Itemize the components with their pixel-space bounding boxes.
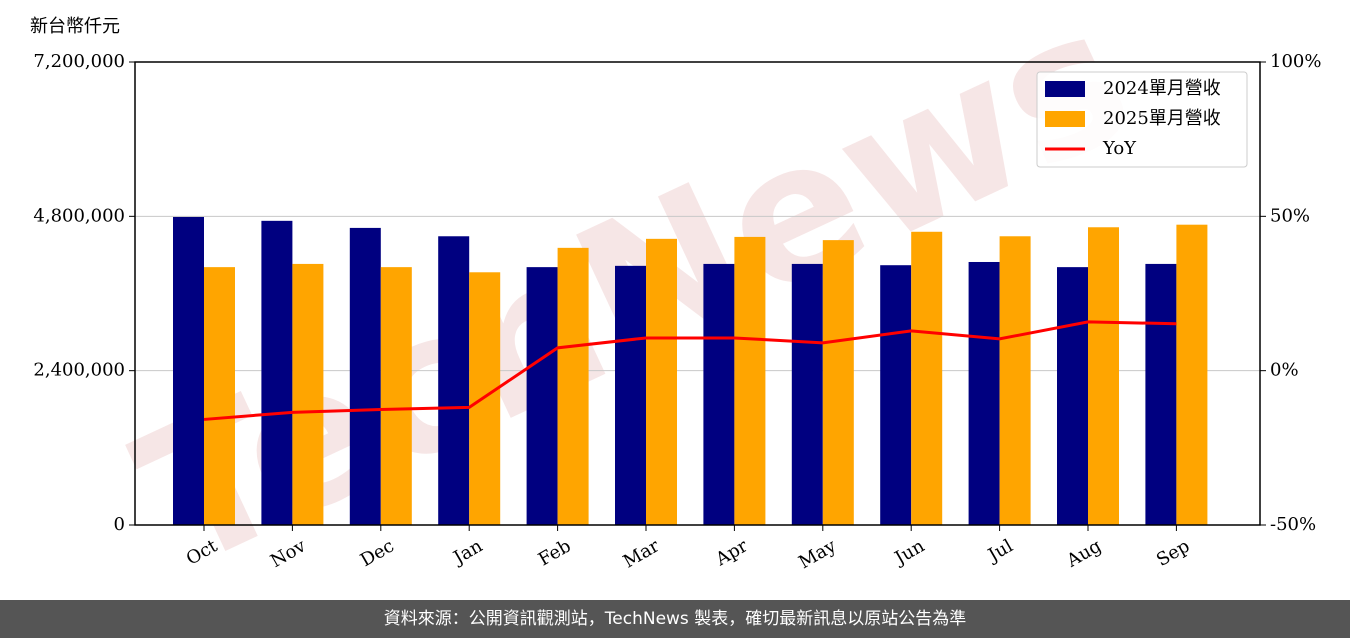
- chart: TechNews 新台幣仟元 02,400,0004,800,0007,200,…: [30, 0, 1321, 600]
- legend-label: 2025單月營收: [1103, 108, 1221, 129]
- bar: [822, 240, 854, 525]
- bar: [968, 261, 1000, 525]
- legend-box: [1036, 71, 1248, 168]
- y-tick-label: 7,200,000: [33, 51, 125, 72]
- legend-swatch: [1045, 81, 1085, 97]
- bar: [734, 236, 766, 525]
- y-tick-label: 2,400,000: [33, 360, 125, 381]
- line: [203, 320, 1177, 421]
- x-tick-label: Feb: [535, 535, 575, 570]
- bar: [911, 231, 943, 525]
- bar: [646, 238, 677, 525]
- y2-tick-label: 0%: [1270, 360, 1299, 381]
- y2-tick-label: -50%: [1270, 514, 1316, 535]
- bar: [438, 236, 470, 525]
- legend-label: YoY: [1102, 138, 1137, 159]
- y-tick-label: 0: [114, 514, 125, 535]
- legend-label: 2024單月營收: [1103, 78, 1221, 99]
- bar: [880, 265, 912, 525]
- bar: [1057, 267, 1088, 525]
- bar: [526, 267, 558, 525]
- bar: [349, 227, 381, 526]
- x-tick-label: Dec: [357, 535, 398, 571]
- bar: [261, 220, 293, 525]
- x-tick-label: Jul: [983, 535, 1017, 567]
- bar: [791, 263, 823, 525]
- legend-swatch: [1045, 111, 1085, 127]
- y-tick-label: 4,800,000: [33, 205, 125, 226]
- bar: [1088, 227, 1119, 526]
- x-tick-label: Jan: [448, 535, 486, 569]
- bar: [292, 263, 324, 525]
- bar: [557, 247, 589, 525]
- bar: [173, 216, 204, 526]
- x-tick-label: May: [795, 535, 840, 573]
- bar: [615, 265, 646, 525]
- x-tick-label: Apr: [711, 535, 751, 570]
- footer: 資料來源：公開資訊觀測站，TechNews 製表，確切最新訊息以原站公告為準: [0, 600, 1350, 638]
- bar: [204, 267, 235, 525]
- x-tick-label: Aug: [1062, 535, 1105, 572]
- bar: [999, 236, 1031, 525]
- x-tick-label: Sep: [1153, 535, 1193, 570]
- x-tick-label: Mar: [620, 535, 664, 572]
- plot-frame: [134, 61, 1261, 526]
- y2-tick-label: 50%: [1270, 205, 1310, 226]
- y-axis-label: 新台幣仟元: [30, 16, 120, 37]
- bar: [380, 267, 412, 525]
- bar: [1176, 224, 1208, 525]
- bar: [1145, 263, 1177, 525]
- y2-tick-label: 100%: [1270, 51, 1321, 72]
- bar: [703, 263, 735, 525]
- x-tick-label: Jun: [890, 535, 929, 570]
